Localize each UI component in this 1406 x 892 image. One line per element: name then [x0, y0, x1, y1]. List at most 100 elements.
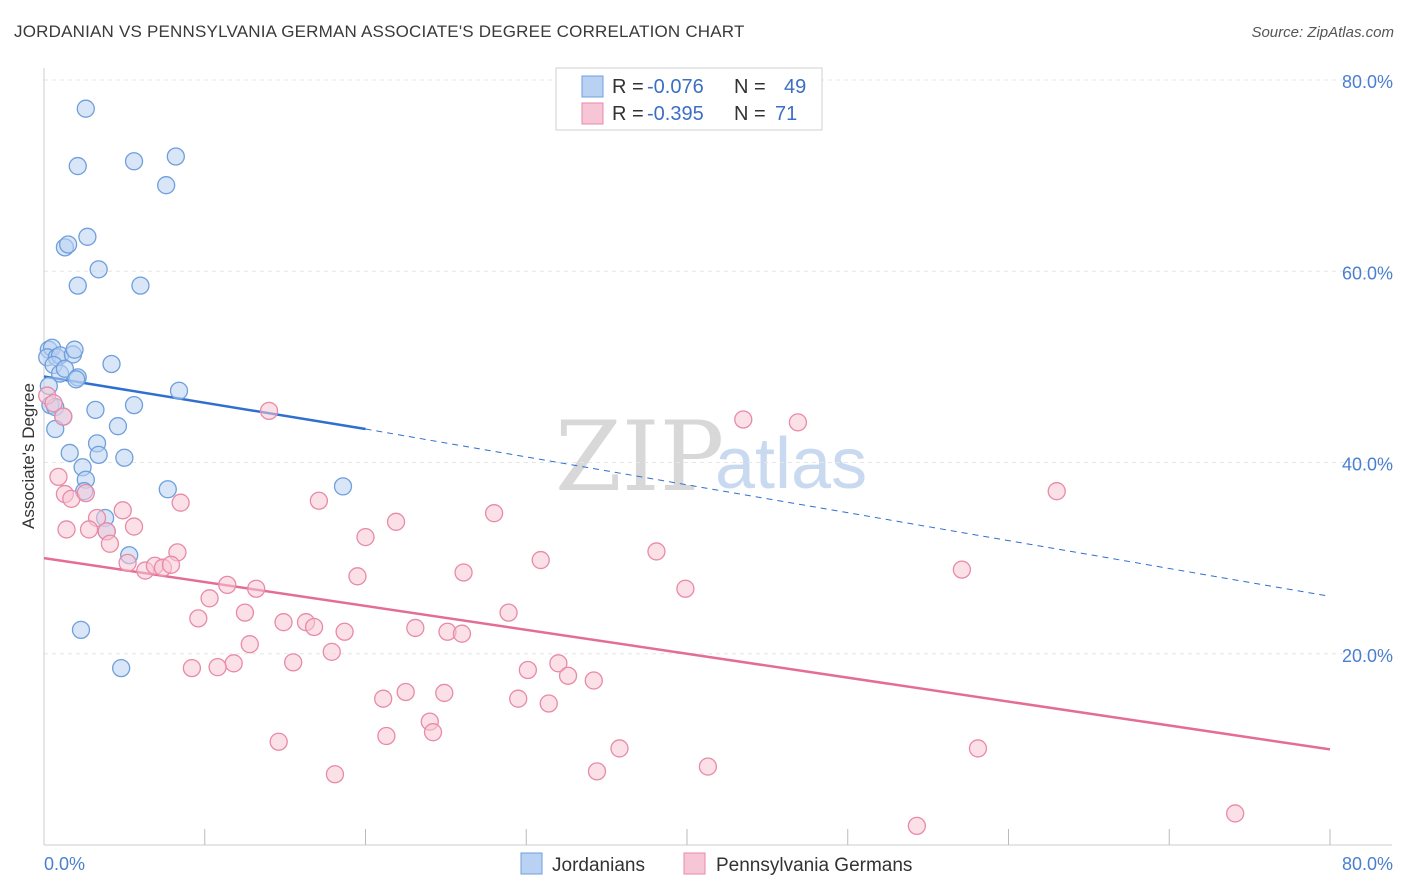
- point-pennsylvania-germans: [518, 660, 538, 680]
- point-pennsylvania-germans: [240, 635, 259, 654]
- point-pennsylvania-germans: [259, 401, 279, 421]
- point-jordanians: [68, 276, 87, 295]
- point-jordanians: [86, 400, 105, 420]
- y-tick-labels: 20.0% 40.0% 60.0% 80.0%: [1342, 72, 1393, 666]
- point-pennsylvania-germans: [423, 723, 443, 742]
- point-jordanians: [166, 147, 185, 166]
- point-pennsylvania-germans: [322, 642, 341, 661]
- point-pennsylvania-germans: [161, 555, 181, 574]
- trend-line-jordanians: [43, 375, 366, 431]
- point-pennsylvania-germans: [182, 658, 202, 678]
- watermark-zip: ZIP: [555, 401, 724, 513]
- y-axis-title: Associate's Degree: [19, 383, 38, 529]
- watermark: ZIP atlas: [555, 401, 867, 513]
- point-pennsylvania-germans: [1047, 482, 1066, 501]
- point-jordanians: [68, 156, 87, 176]
- point-pennsylvania-germans: [124, 517, 144, 536]
- point-pennsylvania-germans: [698, 757, 718, 776]
- point-pennsylvania-germans: [452, 624, 472, 643]
- point-pennsylvania-germans: [454, 563, 473, 582]
- point-pennsylvania-germans: [499, 603, 518, 622]
- point-jordanians: [67, 370, 86, 389]
- point-pennsylvania-germans: [304, 617, 324, 637]
- point-pennsylvania-germans: [348, 567, 367, 586]
- point-jordanians: [169, 381, 189, 400]
- legend-r-label-1: R =: [612, 76, 644, 98]
- point-pennsylvania-germans: [549, 654, 568, 673]
- legend-n-value-1: 49: [784, 76, 806, 98]
- point-jordanians: [65, 340, 84, 359]
- point-jordanians: [157, 176, 176, 195]
- point-jordanians: [115, 448, 134, 467]
- point-pennsylvania-germans: [356, 527, 375, 547]
- gridlines: [44, 79, 1392, 655]
- legend-box: R = -0.076 N = 49 R = -0.395 N = 71: [555, 67, 823, 131]
- point-jordanians: [124, 152, 144, 171]
- point-pennsylvania-germans: [788, 413, 808, 432]
- point-pennsylvania-germans: [200, 589, 219, 608]
- point-pennsylvania-germans: [531, 550, 550, 570]
- point-pennsylvania-germans: [647, 542, 666, 561]
- y-tick-label-80: 80.0%: [1342, 72, 1393, 92]
- point-jordanians: [102, 354, 121, 374]
- point-pennsylvania-germans: [79, 520, 99, 539]
- point-pennsylvania-germans: [509, 689, 528, 708]
- point-jordanians: [108, 417, 128, 436]
- point-pennsylvania-germans: [76, 483, 95, 503]
- point-pennsylvania-germans: [171, 493, 190, 512]
- point-pennsylvania-germans: [396, 682, 415, 702]
- point-jordanians: [333, 477, 353, 496]
- point-pennsylvania-germans: [558, 666, 578, 685]
- point-jordanians: [60, 443, 79, 463]
- legend-r-label-2: R =: [612, 103, 644, 125]
- point-jordanians: [71, 620, 91, 639]
- point-pennsylvania-germans: [44, 394, 63, 413]
- bottom-legend-swatch-jordanians: [520, 852, 543, 875]
- point-pennsylvania-germans: [907, 816, 927, 836]
- point-pennsylvania-germans: [968, 739, 988, 758]
- point-pennsylvania-germans: [587, 762, 607, 781]
- bottom-legend: Jordanians Pennsylvania Germans: [520, 852, 912, 876]
- point-pennsylvania-germans: [1226, 804, 1245, 823]
- point-pennsylvania-germans: [54, 407, 73, 426]
- point-pennsylvania-germans: [100, 534, 120, 553]
- point-pennsylvania-germans: [952, 560, 972, 579]
- point-pennsylvania-germans: [247, 579, 266, 598]
- point-pennsylvania-germans: [269, 732, 288, 751]
- axes: [43, 68, 1392, 846]
- x-tick-label-min: 0.0%: [44, 854, 85, 874]
- point-jordanians: [78, 227, 97, 246]
- point-pennsylvania-germans: [584, 671, 603, 690]
- legend-r-value-2: -0.395: [647, 103, 704, 125]
- chart-title: JORDANIAN VS PENNSYLVANIA GERMAN ASSOCIA…: [14, 22, 745, 41]
- point-pennsylvania-germans: [274, 613, 293, 632]
- bottom-legend-swatch-pennsylvania-germans: [683, 852, 706, 875]
- legend-n-label-1: N =: [734, 76, 766, 98]
- x-tick-label-max: 80.0%: [1342, 854, 1393, 874]
- point-pennsylvania-germans: [335, 622, 354, 641]
- point-pennsylvania-germans: [189, 609, 208, 628]
- point-pennsylvania-germans: [224, 654, 243, 673]
- legend-r-value-1: -0.076: [647, 76, 704, 98]
- legend-n-value-2: 71: [775, 103, 797, 125]
- point-jordanians: [89, 260, 108, 279]
- watermark-atlas: atlas: [715, 424, 867, 504]
- trend-line-jordanians-extrapolated: [365, 428, 1331, 597]
- point-jordanians: [89, 445, 108, 465]
- point-pennsylvania-germans: [118, 553, 137, 573]
- point-pennsylvania-germans: [377, 726, 396, 746]
- bottom-legend-pennsylvania-germans: Pennsylvania Germans: [716, 855, 912, 876]
- point-pennsylvania-germans: [309, 491, 329, 510]
- series-jordanians: [38, 99, 353, 678]
- point-pennsylvania-germans: [325, 765, 345, 784]
- point-pennsylvania-germans: [386, 512, 406, 531]
- point-pennsylvania-germans: [374, 689, 393, 708]
- point-jordanians: [112, 658, 131, 678]
- point-jordanians: [131, 276, 150, 295]
- point-pennsylvania-germans: [676, 579, 695, 598]
- legend-swatch-blue: [581, 75, 604, 98]
- point-pennsylvania-germans: [235, 603, 255, 622]
- y-tick-label-20: 20.0%: [1342, 646, 1393, 666]
- point-pennsylvania-germans: [435, 683, 454, 703]
